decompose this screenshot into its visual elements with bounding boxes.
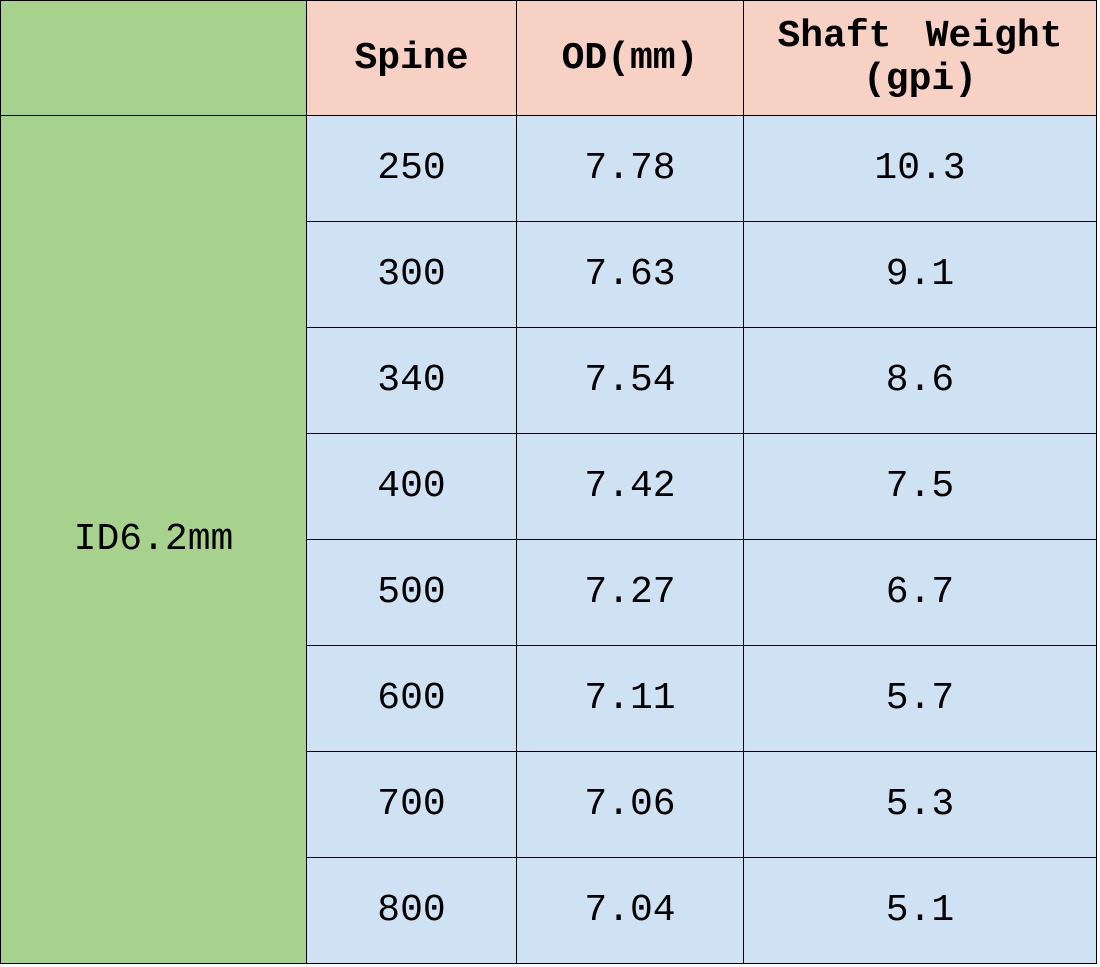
table-header-row: Spine OD(mm) Shaft Weight(gpi) [1,1,1097,116]
row-header-id: ID6.2mm [1,116,307,964]
col-header-od: OD(mm) [517,1,744,116]
cell-weight: 6.7 [744,540,1097,646]
cell-od: 7.54 [517,328,744,434]
cell-spine: 340 [307,328,517,434]
cell-weight: 7.5 [744,434,1097,540]
cell-od: 7.78 [517,116,744,222]
cell-spine: 250 [307,116,517,222]
cell-od: 7.63 [517,222,744,328]
cell-spine: 600 [307,646,517,752]
header-corner [1,1,307,116]
cell-weight: 5.3 [744,752,1097,858]
cell-spine: 500 [307,540,517,646]
spec-table: Spine OD(mm) Shaft Weight(gpi) ID6.2mm 2… [0,0,1097,964]
cell-weight: 5.7 [744,646,1097,752]
cell-spine: 300 [307,222,517,328]
table-row: ID6.2mm 250 7.78 10.3 [1,116,1097,222]
cell-weight: 9.1 [744,222,1097,328]
cell-spine: 800 [307,858,517,964]
cell-weight: 8.6 [744,328,1097,434]
cell-weight: 10.3 [744,116,1097,222]
cell-spine: 400 [307,434,517,540]
cell-weight: 5.1 [744,858,1097,964]
cell-od: 7.04 [517,858,744,964]
cell-od: 7.42 [517,434,744,540]
col-header-weight: Shaft Weight(gpi) [744,1,1097,116]
cell-od: 7.06 [517,752,744,858]
col-header-spine: Spine [307,1,517,116]
cell-od: 7.11 [517,646,744,752]
cell-od: 7.27 [517,540,744,646]
cell-spine: 700 [307,752,517,858]
